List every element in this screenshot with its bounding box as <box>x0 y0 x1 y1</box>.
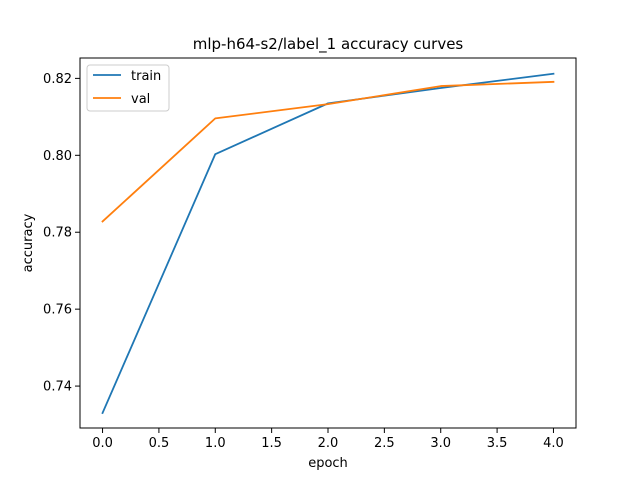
y-tick-label: 0.80 <box>43 149 72 164</box>
x-tick-label: 3.0 <box>430 436 451 451</box>
x-tick-label: 0.0 <box>92 436 113 451</box>
legend: train val <box>86 64 170 112</box>
legend-label-train: train <box>131 69 161 84</box>
y-axis-title: accuracy <box>21 213 36 272</box>
x-tick-label: 1.0 <box>205 436 226 451</box>
x-tick-label: 0.5 <box>149 436 170 451</box>
x-tick-label: 4.0 <box>543 436 564 451</box>
legend-box <box>86 64 170 112</box>
x-tick-label: 2.5 <box>374 436 395 451</box>
x-tick-label: 3.5 <box>487 436 508 451</box>
series-lines <box>101 72 555 415</box>
legend-label-val: val <box>131 92 150 107</box>
x-axis-title: epoch <box>308 456 348 471</box>
y-axis-ticks: 0.74 0.76 0.78 0.80 0.82 <box>43 72 80 395</box>
x-tick-label: 1.5 <box>261 436 282 451</box>
y-tick-label: 0.82 <box>43 72 72 87</box>
y-tick-label: 0.76 <box>43 303 72 318</box>
x-tick-label: 2.0 <box>318 436 339 451</box>
x-axis-ticks: 0.0 0.5 1.0 1.5 2.0 2.5 3.0 3.5 4.0 <box>92 428 564 451</box>
y-tick-label: 0.74 <box>43 380 72 395</box>
series-line-val <box>101 80 555 223</box>
chart-title: mlp-h64-s2/label_1 accuracy curves <box>193 35 464 54</box>
y-tick-label: 0.78 <box>43 226 72 241</box>
series-line-train <box>101 72 555 415</box>
plot-area-frame <box>79 57 577 429</box>
